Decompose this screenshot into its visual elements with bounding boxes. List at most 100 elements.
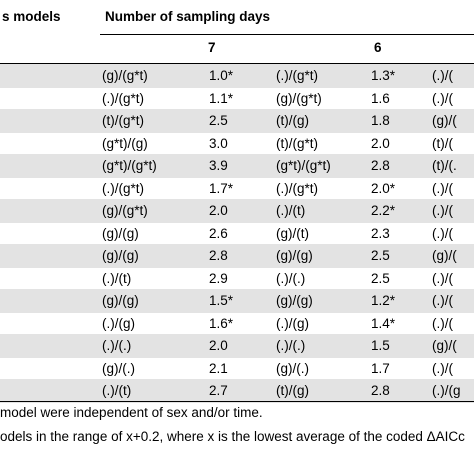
- cell-value-6: 2.3: [371, 225, 390, 241]
- table-row: (.)/(g*t) 1.1* (g)/(g*t) 1.6 (.)/(: [0, 87, 474, 111]
- cell-value-7: 1.5*: [209, 293, 234, 308]
- cell-model-5: (.)/(: [432, 360, 453, 376]
- cell-model-5: (t)/(.: [432, 158, 457, 173]
- table-body: (g)/(g*t) 1.0* (.)/(g*t) 1.3* (.)/((.)/(g*t)…: [0, 64, 474, 403]
- cell-value-6: 2.2*: [371, 203, 396, 218]
- cell-model-6: (t)/(g*t): [276, 135, 318, 151]
- cell-value-7: 3.0: [209, 135, 228, 151]
- cell-model-5: (g)/(: [432, 338, 457, 353]
- cell-value-6: 2.5: [371, 270, 390, 286]
- cell-model-7: (.)/(t): [102, 383, 132, 398]
- cell-model-7: (.)/(g): [102, 315, 135, 331]
- cell-model-7: (g)/(g): [102, 293, 139, 308]
- cell-model-6: (.)/(.): [276, 338, 306, 353]
- cell-value-7: 1.1*: [209, 90, 234, 106]
- cell-value-6: 1.7: [371, 360, 390, 376]
- cell-model-6: (t)/(g): [276, 113, 309, 128]
- cell-model-7: (g)/(g*t): [102, 68, 148, 83]
- cell-model-6: (g)/(g): [276, 293, 313, 308]
- cell-value-7: 2.0: [209, 338, 228, 353]
- cell-value-7: 1.7*: [209, 180, 234, 196]
- cell-value-6: 1.6: [371, 90, 390, 106]
- cell-model-6: (.)/(g*t): [276, 68, 318, 83]
- header-subrule: [100, 34, 474, 35]
- table-row: (.)/(t) 2.9 (.)/(.) 2.5 (.)/(: [0, 267, 474, 291]
- cell-model-7: (.)/(g*t): [102, 180, 144, 196]
- cell-model-5: (.)/(: [432, 270, 453, 286]
- cell-model-6: (.)/(g): [276, 315, 309, 331]
- cell-value-7: 2.6: [209, 225, 228, 241]
- cell-model-6: (g*t)/(g*t): [276, 158, 331, 173]
- cell-model-6: (.)/(g*t): [276, 180, 318, 196]
- cell-value-7: 2.1: [209, 360, 228, 376]
- cell-model-6: (.)/(.): [276, 270, 306, 286]
- cell-value-7: 2.0: [209, 203, 228, 218]
- table-row: (.)/(g*t) 1.7* (.)/(g*t) 2.0* (.)/(: [0, 177, 474, 201]
- table-row: (.)/(t) 2.7 (t)/(g) 2.8 (.)/(g: [0, 379, 474, 403]
- cell-model-5: (g)/(: [432, 248, 457, 263]
- cell-model-5: (.)/(g: [432, 383, 461, 398]
- cell-value-6: 1.4*: [371, 315, 396, 331]
- header-day-7: 7: [208, 40, 216, 55]
- table-row: (g)/(g*t) 2.0 (.)/(t) 2.2* (.)/(: [0, 199, 474, 223]
- table-row: (g)/(g) 2.6 (g)/(t) 2.3 (.)/(: [0, 222, 474, 246]
- cell-model-5: (.)/(: [432, 315, 453, 331]
- cell-model-5: (g)/(: [432, 113, 457, 128]
- cell-value-6: 1.5: [371, 338, 390, 353]
- cell-value-7: 2.9: [209, 270, 228, 286]
- cell-model-7: (g*t)/(g): [102, 135, 148, 151]
- cell-model-7: (g)/(g): [102, 225, 139, 241]
- cell-model-7: (g)/(g): [102, 248, 139, 263]
- cell-value-7: 3.9: [209, 158, 228, 173]
- cell-value-7: 2.7: [209, 383, 228, 398]
- cell-value-7: 1.6*: [209, 315, 234, 331]
- cell-model-6: (g)/(g): [276, 248, 313, 263]
- cell-value-6: 2.5: [371, 248, 390, 263]
- cell-model-7: (g)/(g*t): [102, 203, 148, 218]
- table-row: (.)/(.) 2.0 (.)/(.) 1.5 (g)/(: [0, 334, 474, 358]
- cell-value-7: 2.8: [209, 248, 228, 263]
- cell-model-7: (g)/(.): [102, 360, 135, 376]
- cell-model-6: (g)/(.): [276, 360, 309, 376]
- cell-value-7: 2.5: [209, 113, 228, 128]
- footnote-1: model were independent of sex and/or tim…: [0, 405, 263, 420]
- table-row: (g*t)/(g) 3.0 (t)/(g*t) 2.0 (t)/(: [0, 132, 474, 156]
- cell-value-6: 1.2*: [371, 293, 396, 308]
- table-row: (.)/(g) 1.6* (.)/(g) 1.4* (.)/(: [0, 312, 474, 336]
- cell-model-5: (t)/(: [432, 135, 453, 151]
- cell-model-5: (.)/(: [432, 293, 453, 308]
- cell-value-6: 2.8: [371, 383, 390, 398]
- cell-model-7: (g*t)/(g*t): [102, 158, 157, 173]
- cell-model-7: (.)/(g*t): [102, 90, 144, 106]
- cell-model-7: (t)/(g*t): [102, 113, 144, 128]
- table-row: (g)/(g*t) 1.0* (.)/(g*t) 1.3* (.)/(: [0, 64, 474, 88]
- table-bottom-rule: [0, 401, 474, 402]
- header-sampling-days-label: Number of sampling days: [105, 9, 271, 24]
- header-models-label: s models: [2, 9, 61, 24]
- cell-model-6: (.)/(t): [276, 203, 306, 218]
- cell-model-7: (.)/(.): [102, 338, 132, 353]
- cell-model-5: (.)/(: [432, 225, 453, 241]
- cell-value-6: 1.8: [371, 113, 390, 128]
- table-row: (t)/(g*t) 2.5 (t)/(g) 1.8 (g)/(: [0, 109, 474, 133]
- table-row: (g*t)/(g*t) 3.9 (g*t)/(g*t) 2.8 (t)/(.: [0, 154, 474, 178]
- cell-model-5: (.)/(: [432, 203, 453, 218]
- cell-value-6: 1.3*: [371, 68, 396, 83]
- table-row: (g)/(.) 2.1 (g)/(.) 1.7 (.)/(: [0, 357, 474, 381]
- header-day-6: 6: [374, 40, 382, 55]
- table-row: (g)/(g) 2.8 (g)/(g) 2.5 (g)/(: [0, 244, 474, 268]
- cell-value-7: 1.0*: [209, 68, 234, 83]
- cell-model-5: (.)/(: [432, 180, 453, 196]
- cell-model-6: (g)/(g*t): [276, 90, 322, 106]
- cell-value-6: 2.0*: [371, 180, 396, 196]
- table-row: (g)/(g) 1.5* (g)/(g) 1.2* (.)/(: [0, 289, 474, 313]
- header-bottom-rule: [0, 63, 474, 64]
- cell-model-6: (t)/(g): [276, 383, 309, 398]
- cell-value-6: 2.0: [371, 135, 390, 151]
- cell-model-6: (g)/(t): [276, 225, 309, 241]
- cell-model-5: (.)/(: [432, 90, 453, 106]
- cell-value-6: 2.8: [371, 158, 390, 173]
- footnote-2: odels in the range of x+0.2, where x is …: [0, 429, 465, 444]
- cell-model-7: (.)/(t): [102, 270, 132, 286]
- cell-model-5: (.)/(: [432, 68, 453, 83]
